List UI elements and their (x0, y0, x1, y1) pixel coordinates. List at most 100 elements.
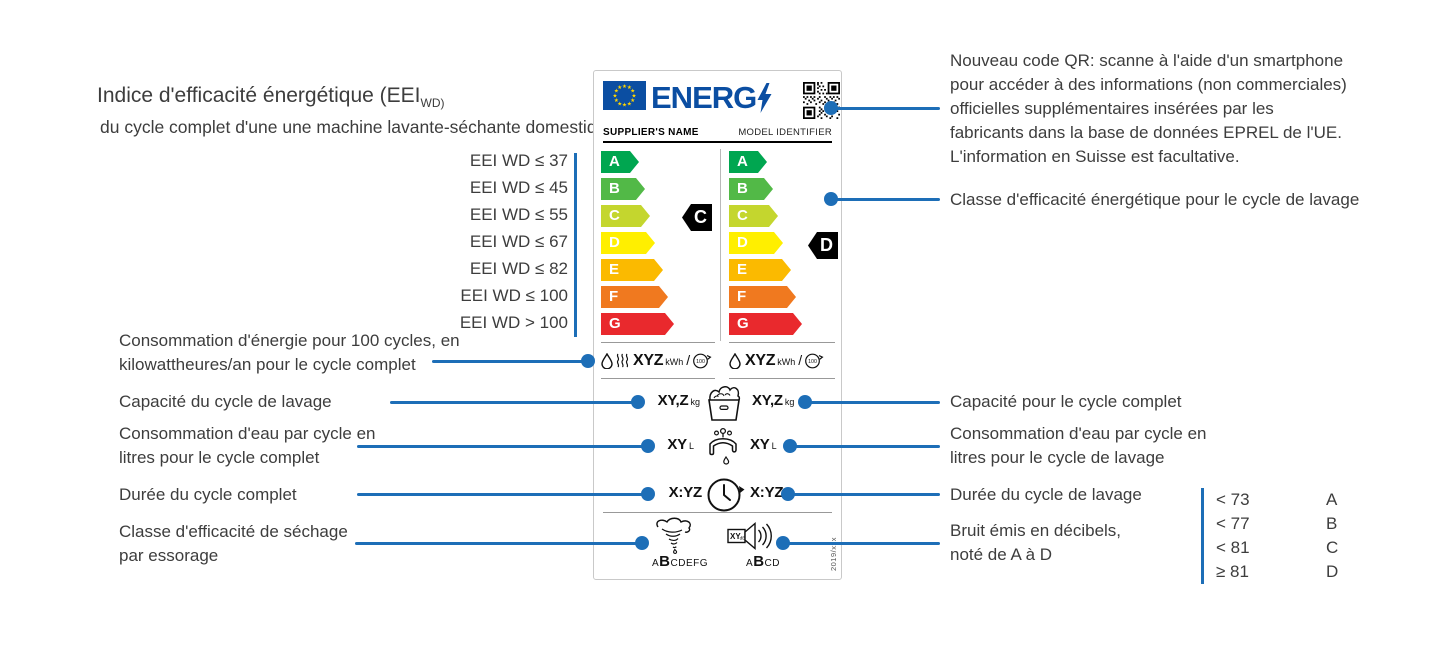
class-letter: G (737, 315, 749, 332)
connector-line-water-left (357, 445, 648, 448)
svg-text:★: ★ (614, 98, 619, 104)
connector-dot-duration-left (641, 487, 655, 501)
energ-logo-text: ENERG (651, 80, 757, 115)
capacity-right-value: XY,Z kg (752, 392, 794, 410)
page-subtitle: du cycle complet d'une une machine lavan… (100, 117, 617, 137)
connector-line-duration-left (357, 493, 648, 496)
connector-line-water-right (790, 445, 940, 448)
class-arrow-f-wash: F (729, 286, 796, 308)
connector-dot-capacity-left (631, 395, 645, 409)
annotation-line: Capacité pour le cycle complet (950, 392, 1182, 411)
water-unit: L (688, 441, 694, 451)
svg-text:★: ★ (630, 89, 635, 95)
svg-text:100: 100 (696, 359, 705, 365)
noise-grade: D (1326, 562, 1339, 581)
water-right-value: XY L (750, 436, 777, 454)
noise-threshold: < 73 (1216, 490, 1250, 509)
per-100-cycles-icon: 100 (805, 353, 824, 369)
annotation-line: Consommation d'eau par cycle en (119, 424, 376, 443)
water-value: XY (667, 436, 687, 453)
svg-text:★: ★ (617, 85, 622, 91)
annotation-line: Nouveau code QR: scanne à l'aide d'un sm… (950, 51, 1344, 70)
eei-threshold: EEI WD ≤ 67 (469, 232, 568, 251)
svg-text:★: ★ (622, 103, 627, 109)
connector-line-energy-complete (432, 360, 588, 363)
speaker-value: XY (730, 532, 741, 541)
class-arrow-c-complete: C (601, 205, 650, 227)
class-arrow-f-complete: F (601, 286, 668, 308)
annotation-line: Classe d'efficacité de séchage (119, 522, 348, 541)
class-letter: G (609, 315, 621, 332)
annotation-line: Classe d'efficacité énergétique pour le … (950, 190, 1360, 209)
connector-dot-wash-class (824, 192, 838, 206)
eei-threshold: EEI WD ≤ 55 (469, 205, 568, 224)
class-letter: D (609, 234, 620, 251)
class-letter: A (737, 153, 748, 170)
energy-wash-value: XYZ (745, 351, 776, 369)
annotation-water-wash: Consommation d'eau par cycle en litres p… (950, 422, 1207, 470)
annotation-line: Durée du cycle complet (119, 485, 297, 504)
capacity-value: XY,Z (657, 392, 689, 409)
annotation-line: pour accéder à des informations (non com… (950, 75, 1347, 94)
svg-text:★: ★ (614, 89, 619, 95)
eei-threshold: EEI WD ≤ 100 (460, 286, 568, 305)
class-letter: B (737, 180, 748, 197)
column-divider (720, 149, 721, 341)
connector-dot-noise (776, 536, 790, 550)
eei-threshold: EEI WD > 100 (459, 313, 568, 332)
noise-speaker-icon: XY dB (727, 521, 772, 551)
eu-flag-icon: ★ ★★ ★★★ ★★★ ★★★ (603, 81, 646, 110)
noise-threshold: < 77 (1216, 514, 1250, 533)
class-arrow-b-wash: B (729, 178, 773, 200)
annotation-line: Bruit émis en décibels, (950, 521, 1122, 540)
connector-line-spin (355, 542, 642, 545)
svg-text:100: 100 (808, 359, 817, 365)
connector-dot-water-left (641, 439, 655, 453)
model-identifier: MODEL IDENTIFIER (738, 127, 832, 138)
page-title: Indice d'efficacité énergétique (EEIWD) (97, 84, 445, 110)
connector-line-qr (831, 107, 940, 110)
annotation-line: par essorage (119, 546, 219, 565)
duration-left-value: X:YZ (624, 484, 703, 502)
water-left-value: XY L (624, 436, 694, 454)
supplier-name: SUPPLIER'S NAME (603, 127, 699, 138)
water-unit: L (771, 441, 777, 451)
noise-threshold: < 81 (1216, 538, 1250, 557)
class-letter: B (609, 180, 620, 197)
title-text: Indice d'efficacité énergétique (EEI (97, 84, 421, 107)
supplier-model-row: SUPPLIER'S NAME MODEL IDENTIFIER (603, 127, 832, 143)
energy-unit: kWh (777, 357, 796, 367)
scale-current-class: B (659, 553, 671, 570)
noise-table-rule (1201, 488, 1204, 584)
annotation-duration-wash: Durée du cycle de lavage (950, 483, 1142, 507)
connector-dot-energy-complete (581, 354, 595, 368)
section-divider (603, 512, 832, 514)
scale-before: A (746, 558, 754, 569)
connector-line-wash-class (831, 198, 940, 201)
annotation-wash-capacity: Capacité du cycle de lavage (119, 390, 332, 414)
duration-value: X:YZ (668, 484, 703, 501)
eei-threshold: EEI WD ≤ 45 (469, 178, 568, 197)
eei-threshold: EEI WD ≤ 37 (469, 151, 568, 170)
class-letter: C (609, 207, 620, 224)
class-arrow-d-wash: D (729, 232, 783, 254)
scale-before: A (651, 558, 660, 569)
connector-dot-duration-right (781, 487, 795, 501)
connector-line-capacity-left (390, 401, 638, 404)
svg-text:★: ★ (632, 93, 637, 99)
connector-dot-spin (635, 536, 649, 550)
annotation-line: Capacité du cycle de lavage (119, 392, 332, 411)
class-arrow-b-complete: B (601, 178, 645, 200)
spin-dry-icon (656, 517, 691, 554)
annotation-qr-code: Nouveau code QR: scanne à l'aide d'un sm… (950, 49, 1347, 169)
class-arrow-a-wash: A (729, 151, 767, 173)
eei-scale-rule (574, 153, 577, 337)
energy-complete-value: XYZ (633, 351, 664, 369)
class-letter: F (609, 288, 619, 305)
water-tap-icon (709, 427, 737, 465)
annotation-line: Consommation d'énergie pour 100 cycles, … (119, 331, 460, 350)
annotation-water-complete: Consommation d'eau par cycle en litres p… (119, 422, 376, 470)
scale-current-class: B (753, 553, 765, 570)
connector-line-capacity-right (805, 401, 940, 404)
